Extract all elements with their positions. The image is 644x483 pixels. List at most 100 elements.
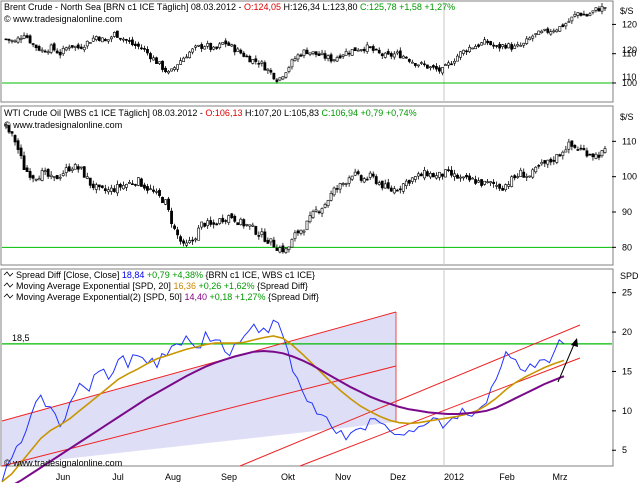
candle-body: [429, 66, 432, 69]
candle-body: [329, 192, 333, 201]
channel-upper-line-left: [1, 311, 397, 422]
candle-body: [281, 245, 285, 253]
candle-body: [459, 51, 462, 58]
legend-line-icon: [3, 282, 14, 288]
candle-body: [118, 183, 122, 188]
candle-body: [302, 49, 306, 56]
candle-body: [257, 235, 261, 237]
legend-entry-part: 18,84: [122, 270, 145, 280]
candle-body: [299, 229, 303, 234]
spread-grid: 18,5: [2, 269, 612, 466]
candle-body: [591, 153, 595, 158]
candle-body: [227, 215, 231, 223]
candle-body: [245, 55, 249, 58]
legend-entry-part: Spread Diff [Close, Close]: [16, 270, 122, 280]
spread-legend: Spread Diff [Close, Close] 18,84 +0,79 +…: [3, 270, 319, 302]
candle-body: [326, 200, 330, 206]
candle-body: [413, 63, 417, 66]
candle-body: [362, 178, 366, 183]
candle-body: [212, 222, 216, 225]
candle-body: [435, 175, 438, 179]
candle-body: [356, 49, 360, 52]
candle-body: [570, 16, 574, 22]
candle-body: [332, 59, 336, 61]
candle-body: [501, 44, 505, 47]
candle-body: [552, 159, 556, 162]
candle-body: [106, 189, 110, 193]
legend-line-icon: [3, 293, 14, 299]
candle-body: [266, 68, 270, 71]
x-axis-label: Aug: [165, 472, 181, 482]
candle-body: [73, 45, 77, 48]
candle-body: [558, 26, 562, 32]
candle-body: [167, 198, 170, 210]
candle-body: [419, 173, 423, 177]
candle-body: [7, 38, 11, 41]
candle-body: [296, 230, 300, 234]
candle-body: [200, 44, 204, 49]
legend-entry: Moving Average Exponential [SPD, 20] 16,…: [16, 281, 308, 291]
wti-unit-label: $/S: [620, 112, 634, 122]
candle-body: [308, 52, 312, 55]
candle-body: [471, 47, 474, 50]
candle-body: [76, 44, 80, 49]
candle-body: [302, 230, 306, 233]
candle-body: [603, 7, 607, 9]
candle-body: [173, 225, 176, 229]
candle-body: [507, 184, 511, 187]
candle-body: [588, 13, 592, 16]
brent-panel: Brent Crude - North Sea [BRN c1 ICE Tägl…: [2, 1, 637, 102]
candle-body: [109, 187, 113, 192]
legend-entry-part: +0,18 +1,27%: [207, 292, 268, 302]
candle-body: [296, 54, 300, 60]
candle-body: [221, 217, 225, 223]
candle-body: [582, 13, 586, 16]
candle-body: [55, 50, 59, 54]
candle-body: [350, 49, 354, 56]
candle-body: [341, 183, 345, 185]
candle-body: [106, 39, 110, 42]
candle-body: [359, 49, 363, 51]
candle-body: [236, 222, 240, 226]
candle-body: [254, 226, 258, 235]
candle-body: [501, 187, 505, 191]
candle-body: [480, 179, 483, 186]
ema50-line: [14, 349, 565, 483]
candle-body: [167, 70, 170, 74]
trend-arrow-line: [557, 341, 576, 383]
candle-body: [194, 238, 198, 241]
candle-body: [293, 58, 297, 62]
candle-body: [239, 49, 243, 54]
candle-body: [251, 59, 255, 64]
wti-grid: [2, 106, 612, 265]
brent-panel-frame: [0, 0, 614, 103]
legend-entry-part: 14,40: [184, 292, 207, 302]
candle-body: [365, 178, 369, 181]
candle-body: [465, 50, 468, 53]
candle-body: [46, 168, 50, 177]
candle-body: [49, 44, 53, 53]
candle-body: [239, 218, 243, 225]
candle-body: [468, 175, 471, 181]
candle-body: [257, 62, 261, 65]
candle-body: [278, 247, 282, 253]
candle-body: [97, 36, 101, 41]
candle-body: [94, 184, 98, 190]
candle-body: [158, 189, 161, 196]
candle-body: [37, 46, 41, 51]
candle-body: [537, 30, 541, 35]
candle-body: [335, 57, 339, 62]
candle-body: [347, 52, 351, 55]
candle-body: [383, 52, 387, 58]
y-tick-label: 15: [622, 366, 632, 376]
candle-body: [248, 224, 252, 227]
candle-body: [233, 215, 237, 222]
candle-body: [573, 145, 577, 148]
x-axis-label: Jun: [56, 472, 71, 482]
candle-body: [275, 79, 279, 82]
channel-lower-line-right: [299, 357, 581, 467]
candle-body: [70, 45, 74, 48]
wti-candles: [4, 122, 607, 254]
candle-body: [79, 166, 83, 169]
wti-title-part: WTI Crude Oil [WBS c1 ICE Täglich] 08.03…: [4, 108, 205, 118]
